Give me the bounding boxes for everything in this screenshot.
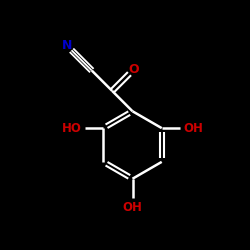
Text: O: O [128,63,139,76]
Text: HO: HO [62,122,82,134]
Text: OH: OH [122,201,142,214]
Text: N: N [62,39,72,52]
Text: OH: OH [184,122,203,134]
